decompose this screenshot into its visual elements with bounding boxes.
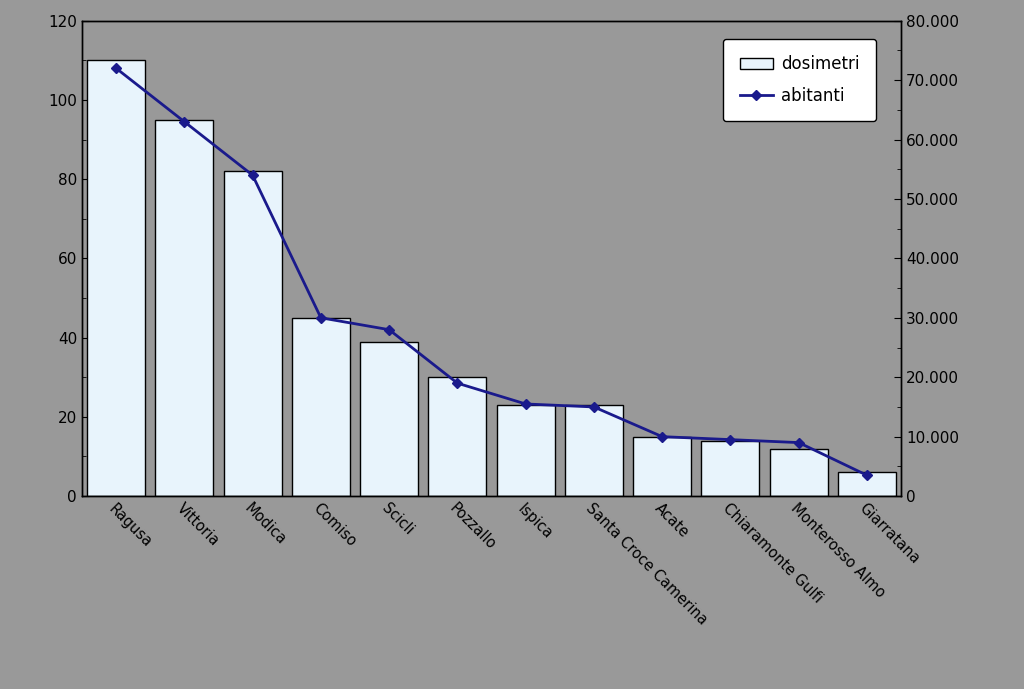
Bar xyxy=(292,318,350,496)
Bar xyxy=(497,405,555,496)
Bar xyxy=(633,437,691,496)
Bar xyxy=(701,441,760,496)
Legend: dosimetri, abitanti: dosimetri, abitanti xyxy=(723,39,877,121)
Bar xyxy=(360,342,418,496)
Bar xyxy=(87,61,145,496)
Bar xyxy=(838,473,896,496)
Bar xyxy=(770,449,827,496)
Bar xyxy=(223,171,282,496)
Bar xyxy=(565,405,623,496)
Bar xyxy=(156,120,213,496)
Bar xyxy=(428,378,486,496)
